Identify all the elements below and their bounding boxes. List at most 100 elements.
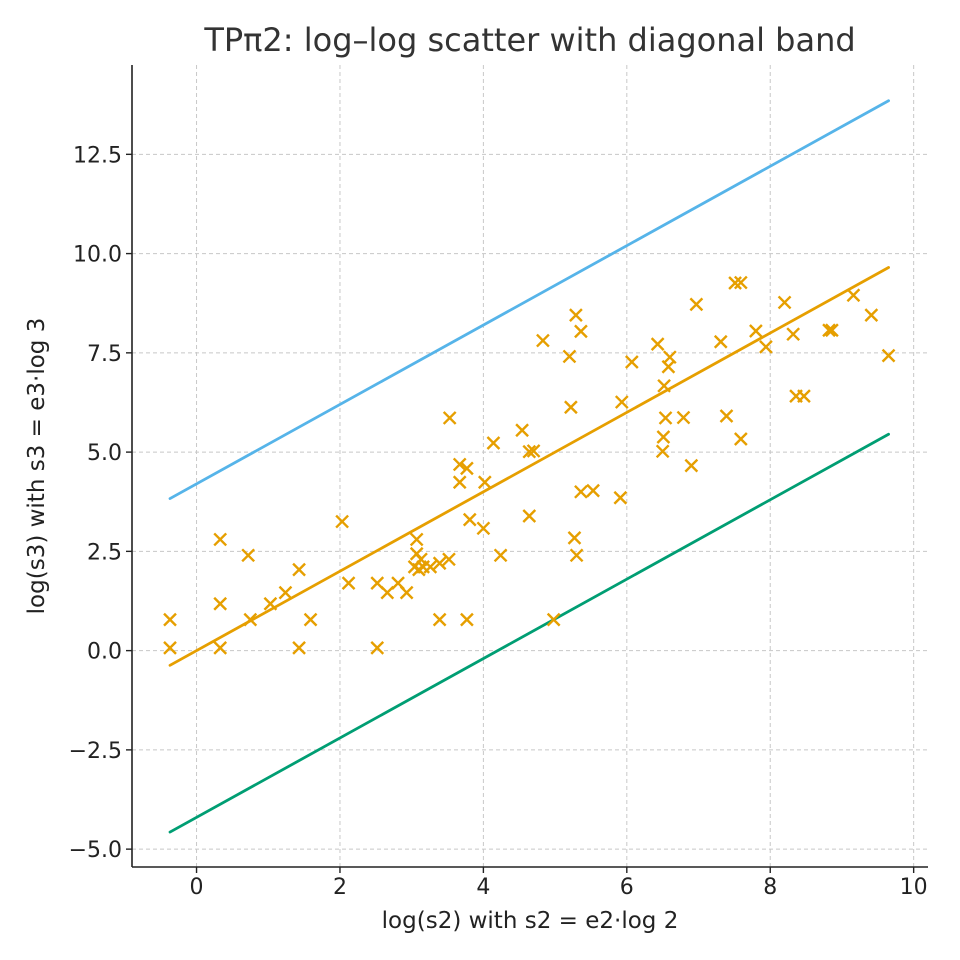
- data-point-56: [650, 337, 665, 351]
- chart-title: TPπ2: log–log scatter with diagonal band: [203, 21, 855, 59]
- lower-band-line: [168, 432, 890, 834]
- x-tick-label-5: 10: [900, 875, 928, 900]
- data-point-3: [213, 596, 228, 611]
- data-point-28: [442, 552, 456, 567]
- scatter-markers: [163, 275, 896, 655]
- data-point-54: [614, 395, 629, 409]
- y-tick-label-1: −2.5: [69, 739, 122, 764]
- data-point-29: [442, 411, 457, 425]
- y-tick-label-4: 5.0: [87, 441, 122, 466]
- data-point-36: [477, 475, 492, 490]
- data-point-77: [822, 323, 836, 338]
- data-point-14: [370, 640, 385, 655]
- data-point-33: [460, 461, 474, 476]
- data-point-35: [476, 521, 491, 536]
- y-axis-title: log(s3) with s3 = e3·log 3: [24, 318, 50, 615]
- data-point-79: [846, 288, 861, 303]
- data-point-6: [243, 612, 258, 627]
- data-point-0: [163, 640, 177, 655]
- data-point-11: [303, 612, 318, 627]
- data-point-81: [881, 348, 896, 363]
- data-point-47: [567, 531, 582, 545]
- center-diagonal-line: [168, 266, 890, 667]
- data-point-78: [825, 323, 839, 338]
- data-point-34: [462, 512, 477, 527]
- data-point-55: [624, 355, 639, 369]
- data-point-27: [432, 556, 447, 571]
- data-point-4: [213, 532, 228, 547]
- data-point-44: [546, 612, 561, 627]
- data-point-68: [728, 276, 742, 290]
- data-point-40: [522, 509, 537, 523]
- data-point-21: [409, 532, 424, 547]
- data-point-80: [864, 308, 879, 322]
- y-tick-label-0: −5.0: [69, 838, 122, 863]
- data-point-62: [662, 350, 677, 365]
- data-point-49: [569, 548, 584, 563]
- data-point-5: [241, 548, 256, 563]
- data-point-46: [564, 400, 578, 415]
- data-point-16: [380, 585, 395, 600]
- ticks: 0 2 4 6 8 10 −5.0 −2.5 0.0 2.5 5.0 7.5 10.0 12.5: [69, 143, 928, 900]
- data-point-9: [292, 640, 306, 655]
- data-point-58: [656, 430, 671, 444]
- x-tick-label-3: 6: [620, 875, 634, 900]
- data-point-71: [749, 324, 763, 338]
- data-point-2: [213, 640, 228, 655]
- data-point-8: [278, 585, 293, 600]
- y-tick-label-5: 7.5: [87, 342, 122, 367]
- data-point-48: [569, 308, 583, 322]
- data-point-45: [562, 349, 577, 364]
- x-tick-label-1: 2: [333, 875, 347, 900]
- data-point-59: [657, 378, 671, 393]
- data-point-50: [574, 484, 588, 499]
- data-point-7: [263, 596, 278, 611]
- data-point-30: [452, 475, 467, 490]
- data-point-31: [452, 457, 467, 472]
- data-point-18: [399, 585, 414, 600]
- data-point-60: [658, 411, 673, 425]
- data-point-52: [586, 483, 600, 498]
- data-point-37: [486, 436, 501, 450]
- data-point-39: [515, 423, 529, 438]
- data-point-69: [733, 432, 748, 446]
- data-point-70: [733, 275, 748, 290]
- data-point-63: [676, 410, 691, 425]
- y-tick-label-6: 10.0: [73, 243, 122, 268]
- data-point-42: [526, 444, 541, 458]
- data-point-76: [797, 389, 811, 403]
- grid: [132, 65, 928, 867]
- axes: [131, 65, 928, 868]
- data-point-51: [574, 324, 588, 339]
- data-point-43: [536, 333, 550, 348]
- data-point-38: [493, 548, 508, 563]
- data-point-32: [460, 612, 474, 627]
- data-point-53: [613, 490, 628, 505]
- x-tick-label-0: 0: [190, 875, 204, 900]
- data-point-10: [292, 562, 306, 577]
- data-point-64: [684, 458, 699, 473]
- y-tick-label-3: 2.5: [87, 540, 122, 565]
- data-point-67: [719, 409, 734, 423]
- data-point-73: [777, 295, 792, 310]
- data-point-74: [786, 327, 801, 342]
- data-point-41: [522, 444, 537, 459]
- band-lines: [168, 99, 890, 834]
- data-point-12: [335, 514, 349, 529]
- x-tick-label-4: 8: [763, 875, 777, 900]
- data-point-13: [341, 576, 356, 590]
- x-tick-label-2: 4: [476, 875, 490, 900]
- data-point-66: [713, 334, 728, 349]
- upper-band-line: [168, 99, 890, 500]
- data-point-25: [423, 559, 438, 574]
- data-point-65: [689, 297, 704, 312]
- data-point-72: [759, 340, 773, 354]
- data-point-26: [432, 612, 447, 627]
- y-tick-label-7: 12.5: [73, 143, 122, 168]
- x-axis-title: log(s2) with s2 = e2·log 2: [382, 908, 679, 934]
- y-tick-label-2: 0.0: [87, 640, 122, 665]
- data-point-1: [163, 612, 177, 627]
- data-point-57: [655, 444, 670, 459]
